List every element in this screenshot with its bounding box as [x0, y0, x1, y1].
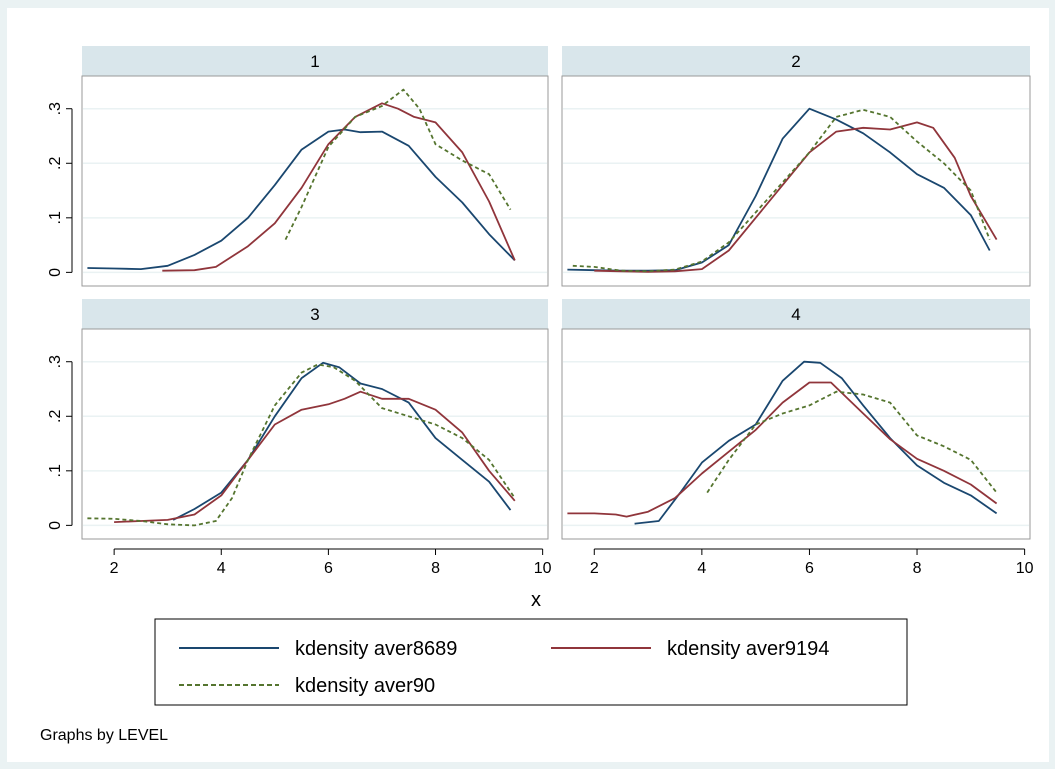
- panel-2-plot-area: [561, 75, 1031, 287]
- legend-label-aver8689: kdensity aver8689: [295, 638, 457, 660]
- x-axis-title: x: [531, 589, 541, 611]
- panel-1-y-tick-label-2: .2: [47, 156, 64, 169]
- panel-3-y-tick-label-0: 0: [47, 521, 64, 530]
- panel-3-y-tick-label-3: .3: [47, 355, 64, 368]
- panel-1-y-tick-label-1: .1: [47, 211, 64, 224]
- panel-3: 3: [81, 299, 549, 540]
- panel-3-header: [82, 299, 548, 329]
- panel-3-x-tick-label-4: 10: [534, 560, 552, 577]
- panel-1-y-tick-label-3: .3: [47, 102, 64, 115]
- panel-2-title: 2: [791, 52, 800, 71]
- legend: kdensity aver8689 kdensity aver9194 kden…: [154, 618, 908, 706]
- panel-4-x-tick-label-0: 2: [590, 560, 599, 577]
- panel-4-frame: [561, 328, 1031, 540]
- panel-3-y-tick-label-2: .2: [47, 409, 64, 422]
- panel-4-title: 4: [791, 305, 800, 324]
- panel-1-y-axis: 0 .1 .2 .3: [47, 102, 73, 277]
- panel-3-y-tick-label-1: .1: [47, 464, 64, 477]
- graphs-by-note: Graphs by LEVEL: [40, 727, 168, 744]
- panel-4-line-aver90: [706, 390, 998, 494]
- panel-2: 2: [561, 46, 1031, 287]
- legend-label-aver9194: kdensity aver9194: [667, 638, 829, 660]
- panel-3-frame: [81, 328, 549, 540]
- panel-3-x-axis: 2 4 6 8 10: [110, 548, 552, 577]
- panel-3-line-aver90: [87, 363, 516, 527]
- panel-4-header: [562, 299, 1030, 329]
- panel-4-plot-area: [561, 328, 1031, 540]
- panel-3-x-tick-label-3: 8: [431, 560, 440, 577]
- panel-4-x-tick-label-3: 8: [913, 560, 922, 577]
- panel-4-line-aver8689: [634, 360, 998, 525]
- panel-3-line-aver9194: [114, 390, 516, 523]
- panel-1-header: [82, 46, 548, 76]
- panel-2-header: [562, 46, 1030, 76]
- panel-3-title: 3: [310, 305, 319, 324]
- legend-label-aver90: kdensity aver90: [295, 675, 435, 697]
- panel-4-x-tick-label-4: 10: [1016, 560, 1034, 577]
- panel-1-frame: [81, 75, 549, 287]
- panel-3-line-aver8689: [172, 361, 512, 521]
- panel-4-x-tick-label-1: 4: [697, 560, 706, 577]
- panel-3-x-tick-label-1: 4: [217, 560, 226, 577]
- panel-4-x-tick-label-2: 6: [805, 560, 814, 577]
- panel-1-y-tick-label-0: 0: [47, 268, 64, 277]
- panel-3-y-axis: 0 .1 .2 .3: [47, 355, 73, 530]
- panel-3-plot-area: [81, 328, 549, 540]
- panel-4: 4: [561, 299, 1031, 540]
- panel-1-title: 1: [310, 52, 319, 71]
- legend-box: [154, 618, 908, 706]
- panel-2-line-aver90: [572, 108, 991, 273]
- panel-3-x-tick-label-2: 6: [324, 560, 333, 577]
- panel-1-line-aver90: [284, 88, 512, 240]
- panel-2-frame: [561, 75, 1031, 287]
- panel-3-x-tick-label-0: 2: [110, 560, 119, 577]
- panel-1-plot-area: [81, 75, 549, 287]
- panel-1: 1: [81, 46, 549, 287]
- panel-4-line-aver9194: [567, 381, 998, 518]
- panel-4-x-axis: 2 4 6 8 10: [590, 548, 1034, 577]
- panel-1-line-aver8689: [87, 128, 516, 270]
- panel-2-line-aver9194: [594, 121, 998, 273]
